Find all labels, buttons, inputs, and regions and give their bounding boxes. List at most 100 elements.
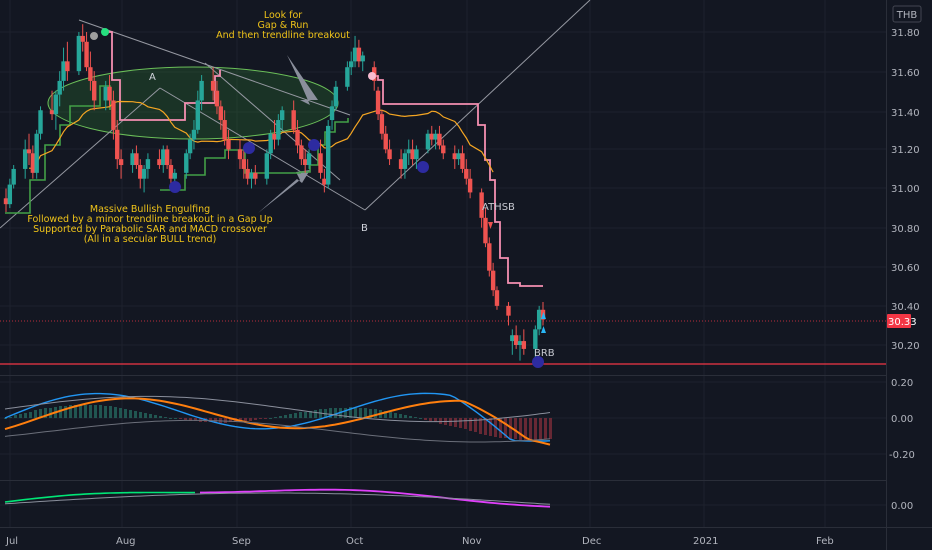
macd-histogram-bar bbox=[84, 405, 87, 418]
macd-envelope-line bbox=[4, 419, 551, 443]
candle-body bbox=[279, 110, 285, 121]
macd-histogram-bar bbox=[439, 418, 442, 424]
macd-histogram-bar bbox=[304, 412, 307, 418]
candle-body bbox=[349, 61, 354, 68]
macd-histogram-bar bbox=[544, 418, 547, 439]
annotation-bottom-line-1: Massive Bullish Engulfing bbox=[90, 204, 210, 215]
candle-body bbox=[237, 149, 243, 160]
candle-body bbox=[333, 86, 339, 107]
macd-histogram-bar bbox=[259, 418, 262, 419]
macd-histogram-bar bbox=[479, 418, 482, 434]
candle-body bbox=[490, 270, 496, 291]
macd-histogram-bar bbox=[169, 418, 172, 419]
candle-body bbox=[26, 149, 32, 154]
candle-body bbox=[414, 149, 419, 160]
candle-body bbox=[494, 290, 500, 306]
macd-histogram-bar bbox=[464, 418, 467, 429]
macd-histogram-bar bbox=[134, 411, 137, 418]
candle-body bbox=[38, 110, 43, 134]
macd-histogram-bar bbox=[334, 408, 337, 418]
candle-body bbox=[22, 149, 28, 169]
macd-histogram-bar bbox=[179, 418, 182, 419]
candle-body bbox=[241, 159, 247, 169]
candle-body bbox=[184, 153, 189, 173]
macd-histogram-bar bbox=[434, 418, 437, 422]
price-tick: 31.60 bbox=[891, 68, 920, 79]
candle-body bbox=[53, 94, 59, 115]
osc-tick: 0.00 bbox=[891, 501, 913, 512]
macd-histogram-bar bbox=[299, 412, 302, 418]
price-tick: 31.00 bbox=[891, 184, 920, 195]
candle-body bbox=[84, 41, 89, 68]
price-tick: 31.40 bbox=[891, 108, 920, 119]
macd-tick: -0.20 bbox=[889, 450, 915, 461]
price-tick: 30.80 bbox=[891, 224, 920, 235]
macd-histogram-bar bbox=[79, 405, 82, 418]
macd-histogram-bar bbox=[244, 418, 247, 421]
candle-body bbox=[65, 61, 70, 72]
candle-body bbox=[291, 110, 296, 130]
candle-body bbox=[299, 145, 304, 160]
candle-body bbox=[517, 341, 523, 345]
candle-body bbox=[138, 165, 143, 179]
time-tick: Dec bbox=[582, 536, 601, 547]
candle-body bbox=[264, 153, 270, 179]
candle-body bbox=[118, 159, 124, 166]
candle-body bbox=[218, 106, 223, 121]
macd-histogram-bar bbox=[24, 413, 27, 418]
price-tick: 30.40 bbox=[891, 302, 920, 313]
pivot-marker bbox=[101, 28, 109, 36]
candle-body bbox=[360, 55, 365, 62]
macd-histogram-bar bbox=[9, 417, 12, 418]
price-tick: 31.80 bbox=[891, 28, 920, 39]
macd-histogram-bar bbox=[389, 412, 392, 418]
candle-body bbox=[107, 86, 112, 101]
last-price-label: 30.33 bbox=[888, 317, 917, 328]
candle-body bbox=[210, 80, 216, 91]
pivot-marker bbox=[532, 356, 544, 368]
time-tick: 2021 bbox=[693, 536, 718, 547]
pivot-marker bbox=[169, 181, 181, 193]
macd-histogram-bar bbox=[419, 418, 422, 419]
macd-histogram-bar bbox=[249, 418, 252, 421]
candle-body bbox=[322, 178, 327, 185]
trendline bbox=[0, 87, 161, 229]
time-axis: Jul Aug Sep Oct Nov Dec 2021 Feb bbox=[5, 536, 834, 547]
candle-body bbox=[510, 335, 515, 342]
candle-body bbox=[302, 159, 308, 166]
macd-histogram-bar bbox=[149, 414, 152, 418]
candle-body bbox=[410, 149, 415, 160]
macd-histogram-bar bbox=[124, 409, 127, 418]
candle-body bbox=[222, 120, 227, 140]
macd-histogram-bar bbox=[449, 418, 452, 426]
macd-histogram-bar bbox=[174, 418, 177, 419]
signal-line bbox=[4, 397, 551, 446]
candle-body bbox=[456, 153, 461, 160]
macd-histogram-bar bbox=[269, 418, 272, 419]
candle-body bbox=[249, 172, 254, 179]
macd-histogram-bar bbox=[519, 418, 522, 440]
macd-histogram-bar bbox=[119, 408, 122, 418]
candle-body bbox=[168, 165, 174, 179]
macd-histogram-bar bbox=[104, 406, 107, 418]
candle-body bbox=[356, 47, 362, 62]
candle-body bbox=[268, 133, 273, 154]
candle-body bbox=[536, 309, 542, 330]
candle-body bbox=[375, 90, 381, 115]
macd-histogram-bar bbox=[274, 417, 277, 418]
macd-histogram-bar bbox=[484, 418, 487, 435]
price-axis: THB 31.80 31.60 31.40 31.20 31.00 30.80 … bbox=[887, 5, 922, 512]
annotation-bottom-line-2: Followed by a minor trendline breakout i… bbox=[27, 214, 272, 225]
macd-tick: 0.00 bbox=[891, 414, 913, 425]
time-tick: Jul bbox=[5, 536, 18, 547]
macd-histogram-bar bbox=[254, 418, 257, 420]
pivot-marker bbox=[90, 32, 98, 40]
macd-histogram-bar bbox=[189, 418, 192, 421]
candle-body bbox=[141, 168, 147, 179]
macd-histogram-bar bbox=[369, 409, 372, 418]
candle-body bbox=[326, 125, 331, 185]
candle-body bbox=[245, 168, 250, 179]
candle-body bbox=[295, 129, 300, 146]
candle-body bbox=[506, 305, 511, 316]
macd-histogram-bar bbox=[404, 415, 407, 418]
